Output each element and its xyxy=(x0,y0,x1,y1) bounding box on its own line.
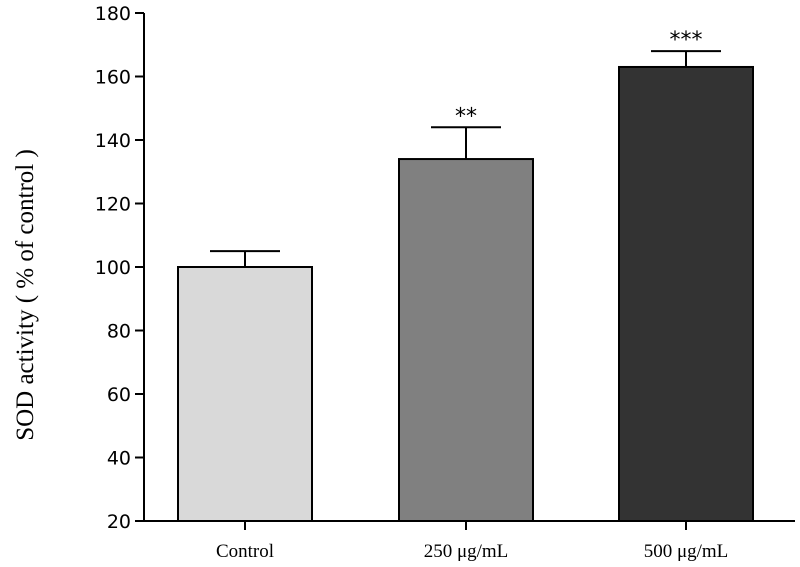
bar xyxy=(177,266,313,522)
y-tick-label: 60 xyxy=(107,384,131,406)
bar xyxy=(398,158,534,523)
y-tick-label: 120 xyxy=(95,194,131,216)
bar xyxy=(618,65,754,522)
y-tick-label: 20 xyxy=(107,511,131,533)
x-tick-label: 250 μg/mL xyxy=(424,541,509,562)
significance-label: *** xyxy=(670,28,703,53)
y-tick-label: 140 xyxy=(95,130,131,152)
x-tick-label: Control xyxy=(216,541,274,562)
y-tick-label: 100 xyxy=(95,257,131,279)
y-axis-title: SOD activity ( % of control ) xyxy=(12,149,39,441)
y-tick-label: 80 xyxy=(107,321,131,343)
x-axis-labels: Control 250 μg/mL 500 μg/mL xyxy=(216,521,728,562)
y-tick-label: 180 xyxy=(95,3,131,25)
y-axis-ticks: 20 40 60 80 100 120 140 160 180 xyxy=(95,3,144,533)
x-tick-label: 500 μg/mL xyxy=(644,541,729,562)
bars: ***** xyxy=(177,28,754,523)
y-tick-label: 40 xyxy=(107,448,131,470)
significance-label: ** xyxy=(455,104,477,129)
y-tick-label: 160 xyxy=(95,67,131,89)
